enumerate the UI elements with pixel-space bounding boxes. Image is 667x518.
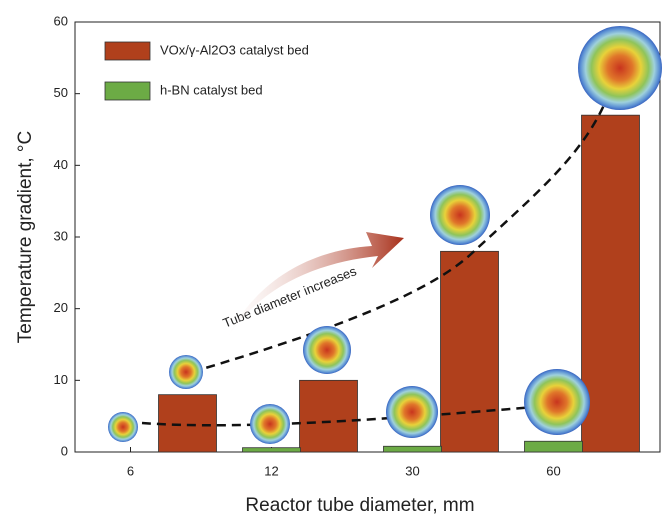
y-tick-label: 0: [61, 443, 68, 458]
heat-circle: [578, 26, 662, 110]
x-tick-label: 60: [546, 463, 560, 478]
legend-swatch: [104, 81, 151, 101]
bar: [440, 250, 499, 453]
y-tick-label: 30: [54, 228, 68, 243]
decorations: [108, 26, 662, 444]
heat-circle: [430, 185, 490, 245]
heat-circle: [108, 412, 138, 442]
dashed-arrow: [141, 396, 563, 427]
legend-label: h-BN catalyst bed: [160, 82, 263, 97]
y-axis-title: Temperature gradient, °C: [15, 131, 36, 343]
y-tick-label: 60: [54, 13, 68, 28]
heat-circle: [303, 326, 351, 374]
x-tick-label: 30: [405, 463, 419, 478]
heat-circle: [386, 386, 438, 438]
y-tick-label: 10: [54, 372, 68, 387]
y-tick-label: 40: [54, 157, 68, 172]
x-tick-label: 12: [264, 463, 278, 478]
heat-circle: [250, 404, 290, 444]
y-tick-label: 20: [54, 300, 68, 315]
heat-circle: [169, 355, 203, 389]
bar: [524, 440, 583, 453]
legend-swatch: [104, 41, 151, 61]
trend-arrow: [226, 232, 404, 340]
bar: [242, 447, 301, 453]
dashed-arrow: [191, 80, 617, 374]
bar: [158, 394, 217, 453]
legend-label: VOx/γ-Al2O3 catalyst bed: [160, 42, 309, 57]
y-tick-label: 50: [54, 85, 68, 100]
bar: [299, 379, 358, 453]
heat-circle: [524, 369, 590, 435]
x-tick-label: 6: [127, 463, 134, 478]
bar: [581, 114, 640, 453]
bar: [383, 445, 442, 453]
x-axis-title: Reactor tube diameter, mm: [245, 495, 474, 516]
